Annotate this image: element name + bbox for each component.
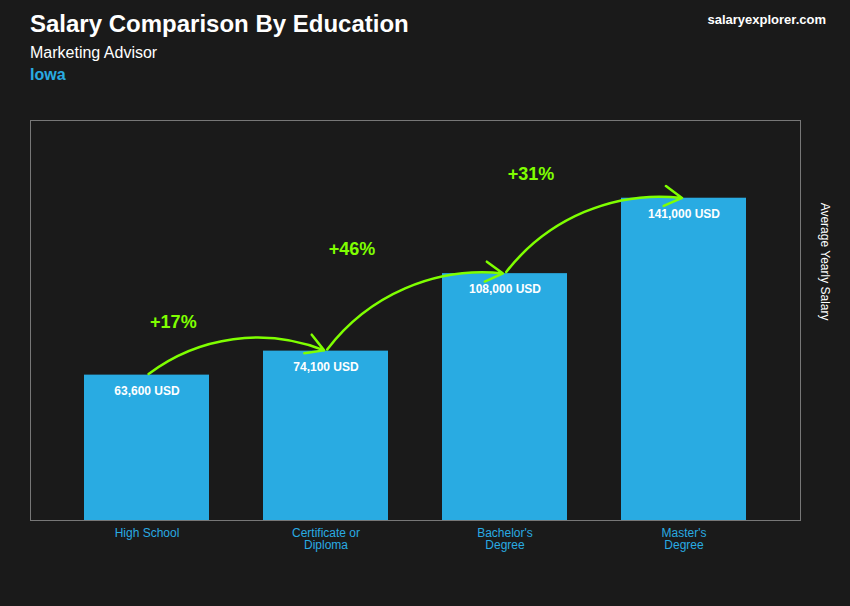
html-text:Salary Comparison By Education: Salary Comparison By Education <box>30 10 409 37</box>
html-text:Iowa: Iowa <box>30 66 66 83</box>
svg-text:+31%: +31% <box>508 164 555 184</box>
html-text:Marketing Advisor: Marketing Advisor <box>30 44 158 61</box>
svg-text:Bachelor'sDegree: Bachelor'sDegree <box>477 526 533 552</box>
svg-text:+17%: +17% <box>150 312 197 332</box>
svg-text:63,600 USD: 63,600 USD <box>114 384 180 398</box>
svg-text:141,000 USD: 141,000 USD <box>648 207 720 221</box>
svg-text:108,000 USD: 108,000 USD <box>469 282 541 296</box>
html-text:salaryexplorer.com: salaryexplorer.com <box>707 12 826 27</box>
svg-text:High School: High School <box>115 526 180 540</box>
svg-text:74,100 USD: 74,100 USD <box>293 360 359 374</box>
svg-text:Average Yearly Salary: Average Yearly Salary <box>818 203 832 321</box>
svg-text:+46%: +46% <box>329 239 376 259</box>
svg-text:Certificate orDiploma: Certificate orDiploma <box>292 526 360 552</box>
svg-text:Master'sDegree: Master'sDegree <box>662 526 707 552</box>
